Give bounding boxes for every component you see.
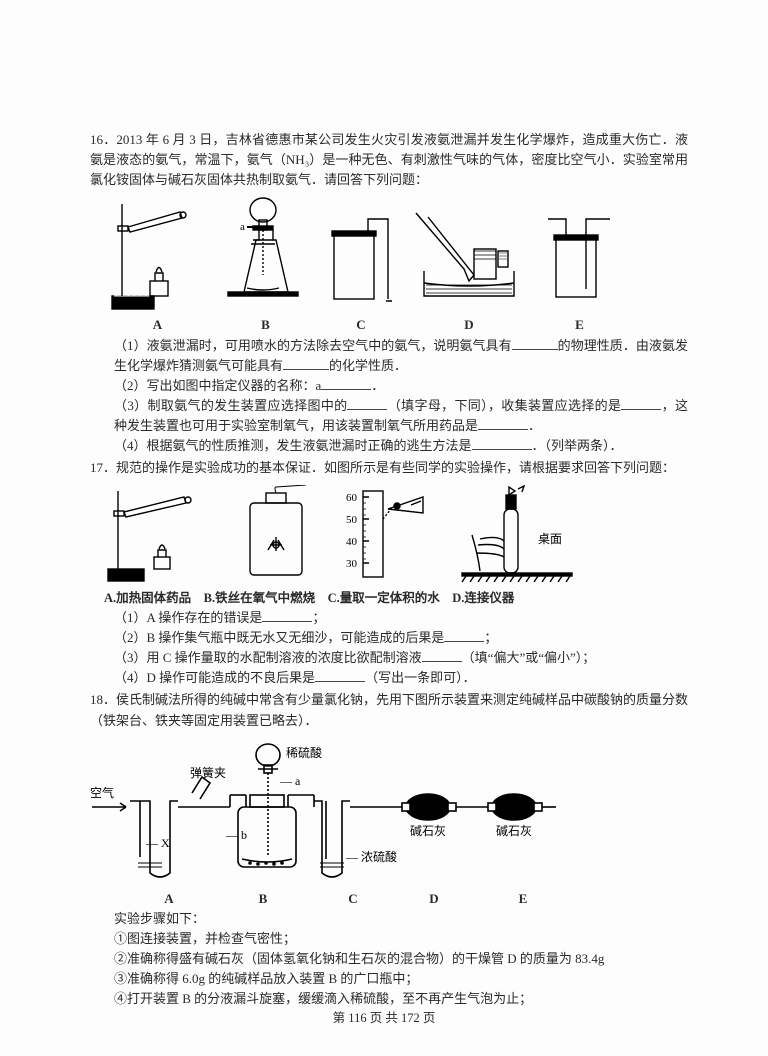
q18-step4: ④打开装置 B 的分液漏斗旋塞，缓缓滴入稀硫酸，至不再产生气泡为止；	[90, 989, 688, 1009]
q16-sub3: （3）制取氨气的发生装置应选择图中的（填字母，下同），收集装置应选择的是，这种发…	[90, 396, 688, 436]
svg-text:40: 40	[346, 536, 358, 548]
svg-text:— 浓硫酸: — 浓硫酸	[345, 849, 397, 864]
svg-text:— b: — b	[225, 828, 247, 842]
q17-sub3: （3）用 C 操作量取的水配制溶液的浓度比欲配制溶液（填“偏大”或“偏小”）；	[90, 648, 688, 668]
svg-text:碱石灰: 碱石灰	[496, 824, 532, 838]
q18-step2: ②准确称得盛有碱石灰（固体氢氧化钠和生石灰的混合物）的干燥管 D 的质量为 83…	[90, 949, 688, 969]
q18-step1: ①图连接装置，并检查气密性；	[90, 929, 688, 949]
q18-stem: 18．侯氏制碱法所得的纯碱中常含有少量氯化钠，先用下图所示装置来测定纯碱样品中碳…	[90, 690, 688, 730]
fig-q17-C: 60 50 40 30	[343, 485, 438, 585]
fig-q16-C	[326, 211, 396, 311]
svg-text:60: 60	[346, 492, 358, 504]
svg-text:碱石灰: 碱石灰	[410, 824, 446, 838]
fig-q16-D	[414, 211, 524, 311]
q16-sub1: （1）液氨泄漏时，可用喷水的方法除去空气中的氨气，说明氨气具有的物理性质．由液氨…	[90, 336, 688, 376]
q18-fig-labels: A B C D E	[90, 889, 688, 909]
q17-sub1: （1）A 操作存在的错误是；	[90, 608, 688, 628]
svg-text:桌面: 桌面	[538, 532, 562, 546]
fig-q16-E	[542, 211, 617, 311]
fig-q17-B	[236, 485, 321, 585]
svg-text:— a: — a	[279, 774, 301, 788]
svg-text:30: 30	[346, 558, 358, 570]
fig-q17-D: 桌面	[460, 485, 575, 585]
svg-text:稀硫酸: 稀硫酸	[286, 745, 322, 760]
q18-figure: 空气 弹簧夹 稀硫酸 — a — b — X — 浓硫酸 碱石灰 碱石灰	[90, 737, 688, 887]
svg-text:50: 50	[346, 514, 358, 526]
q17-captions: A.加热固体药品 B.铁丝在氧气中燃烧 C.量取一定体积的水 D.连接仪器	[90, 589, 688, 608]
page-footer: 第 116 页 共 172 页	[0, 1009, 768, 1028]
svg-text:弹簧夹: 弹簧夹	[190, 765, 226, 780]
q16-sub2: （2）写出如图中指定仪器的名称：a．	[90, 376, 688, 396]
q16-figures: a	[90, 196, 688, 311]
q18-steps-head: 实验步骤如下：	[90, 909, 688, 929]
q16-sub4: （4）根据氨气的性质推测，发生液氨泄漏时正确的逃生方法是．（列举两条）．	[90, 436, 688, 456]
fig-q16-A	[110, 196, 205, 311]
q16-fig-labels: A B C D E	[90, 315, 688, 335]
q17-sub4: （4）D 操作可能造成的不良后果是（写出一条即可）．	[90, 668, 688, 688]
fig-q16-B: a	[223, 196, 308, 311]
svg-text:a: a	[240, 221, 245, 233]
q17-sub2: （2）B 操作集气瓶中既无水又无细沙，可能造成的后果是；	[90, 628, 688, 648]
q18-step3: ③准确称得 6.0g 的纯碱样品放入装置 B 的广口瓶中；	[90, 969, 688, 989]
fig-q17-A	[104, 485, 214, 585]
svg-text:空气: 空气	[90, 785, 114, 800]
q16-stem: 16．2013 年 6 月 3 日，吉林省德惠市某公司发生火灾引发液氨泄漏并发生…	[90, 130, 688, 190]
q17-figures: 60 50 40 30 桌面	[90, 485, 688, 585]
q17-stem: 17．规范的操作是实验成功的基本保证．如图所示是有些同学的实验操作，请根据要求回…	[90, 458, 688, 478]
svg-text:— X: — X	[145, 836, 170, 850]
